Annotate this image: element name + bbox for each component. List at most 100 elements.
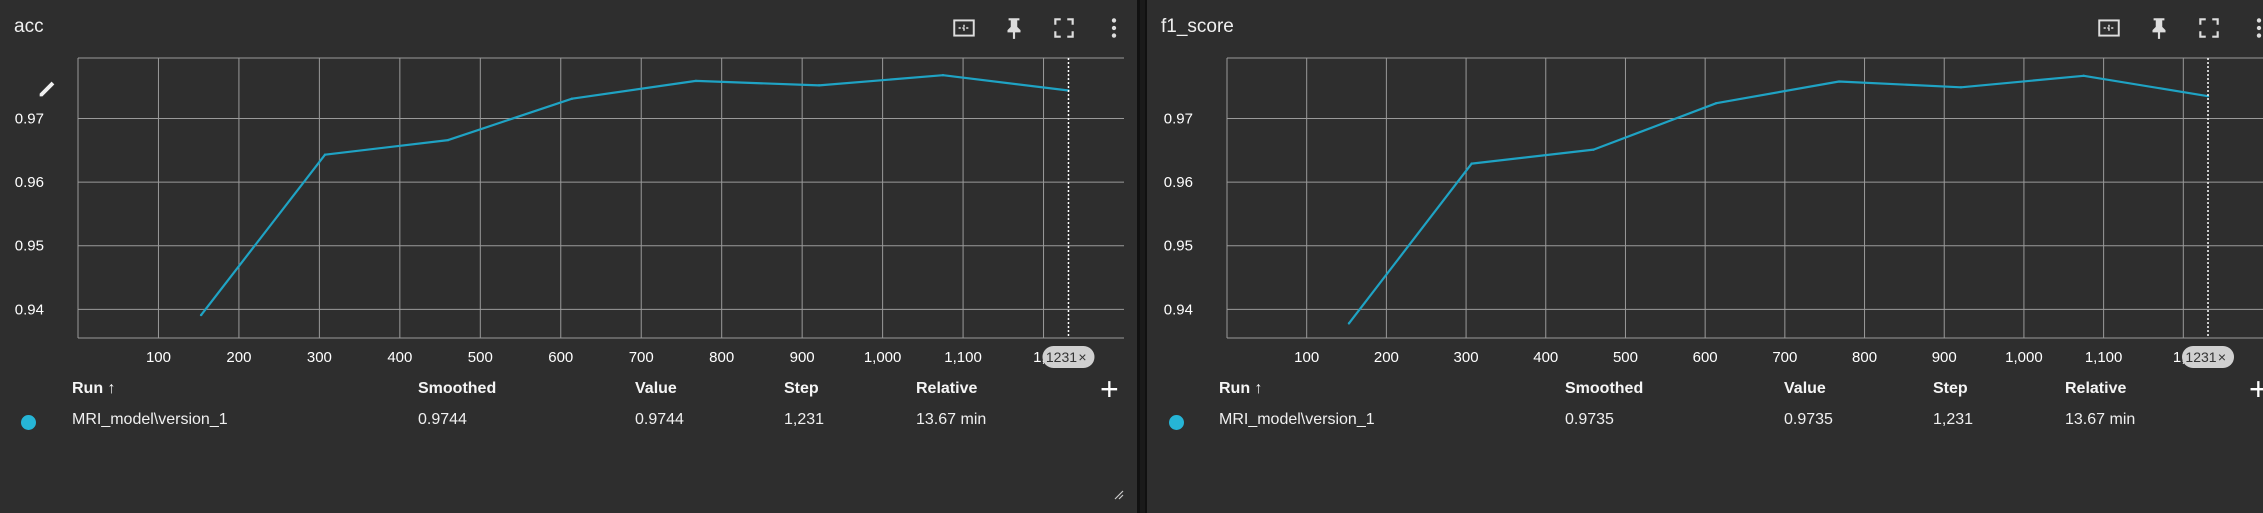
y-tick-label: 0.95 [15,238,44,255]
edit-pencil-icon[interactable] [36,78,58,100]
x-tick-label: 300 [307,349,332,366]
data-point [1592,148,1595,151]
data-point [199,313,203,317]
relative-cell: 13.67 min [916,411,987,428]
y-tick-label: 0.94 [15,301,44,318]
add-column-button[interactable]: + [1100,371,1119,407]
pin-icon [1007,18,1021,39]
card-title: f1_score [1161,16,1234,37]
fullscreen-icon [2199,18,2219,38]
col-header-step[interactable]: Step [1933,380,1968,397]
value-cell: 0.9744 [635,411,684,428]
x-tick-label: 300 [1454,349,1479,366]
fit-domain-icon [2098,19,2120,37]
x-tick-label: 200 [1374,349,1399,366]
scalar-card-acc: acc 0.94 0.95 0.96 0.97 100 200 300 400 500 600 70… [0,0,1140,513]
x-tick-label: 500 [468,349,493,366]
series-line [1348,74,2209,325]
x-tick-label: 1,000 [2005,349,2043,366]
x-tick-label: 1,000 [864,349,902,366]
x-tick-label: 600 [1693,349,1718,366]
x-tick-label: 700 [1772,349,1797,366]
y-tick-label: 0.95 [1164,238,1193,255]
x-tick-label: 800 [1852,349,1877,366]
data-point [817,84,821,87]
data-point [1959,86,1963,89]
y-tick-label: 0.96 [15,174,44,191]
line-chart[interactable]: 0.94 0.95 0.96 0.97 100 200 300 400 500 600 700 800… [0,52,1135,382]
col-header-value[interactable]: Value [1784,380,1826,397]
fullscreen-button[interactable] [1048,12,1080,44]
value-cell: 0.9735 [1784,411,1833,428]
more-options-button[interactable] [1098,12,1130,44]
data-point [1837,80,1841,83]
x-tick-label: 400 [1533,349,1558,366]
x-tick-label: 500 [1613,349,1638,366]
x-tick-label: 1,100 [2085,349,2123,366]
x-tick-label: 900 [790,349,815,366]
x-tick-label: 400 [387,349,412,366]
resize-handle-icon[interactable] [1114,490,1124,500]
scalar-card-f1-score: f1_score 0.94 0.95 0.96 0.97 100 200 300 400 500… [1145,0,2263,513]
smoothed-value: 0.9735 [1565,411,1614,428]
cursor-badge-label: 1231 [2185,349,2216,365]
data-point [570,97,574,100]
x-tick-label: 900 [1932,349,1957,366]
close-icon: × [1078,349,1086,365]
pin-icon [2152,18,2166,39]
series-line [200,74,1069,316]
step-cell: 1,231 [1933,411,1974,428]
fit-domain-button[interactable] [2093,12,2125,44]
smoothed-value: 0.9744 [418,411,467,428]
col-header-relative[interactable]: Relative [916,380,978,397]
pin-button[interactable] [2143,12,2175,44]
cursor-badge-label: 1231 [1046,349,1077,365]
x-tick-label: 700 [629,349,654,366]
y-tick-label: 0.97 [15,110,44,127]
step-cell: 1,231 [784,411,825,428]
run-name: MRI_model\version_1 [1219,411,1375,428]
col-header-smoothed[interactable]: Smoothed [1565,380,1644,397]
fit-domain-icon [953,19,975,37]
more-vert-icon [1111,18,1117,38]
y-tick-label: 0.94 [1164,301,1193,318]
run-name: MRI_model\version_1 [72,411,228,428]
data-point [446,138,450,142]
fullscreen-icon [1054,18,1074,38]
y-tick-label: 0.97 [1164,110,1193,127]
pin-button[interactable] [998,12,1030,44]
relative-cell: 13.67 min [2065,411,2136,428]
x-tick-label: 200 [226,349,251,366]
col-header-run[interactable]: Run ↑ [1219,380,1263,397]
x-tick-label: 100 [146,349,171,366]
x-tick-label: 100 [1294,349,1319,366]
col-header-value[interactable]: Value [635,380,677,397]
line-chart[interactable]: 0.94 0.95 0.96 0.97 100 200 300 400 500 600 700 800… [1147,52,2263,382]
col-header-step[interactable]: Step [784,380,819,397]
more-vert-icon [2256,18,2262,38]
x-tick-label: 1,100 [944,349,982,366]
x-tick-label: 600 [548,349,573,366]
data-point [1470,162,1473,165]
fit-domain-button[interactable] [948,12,980,44]
data-point [1715,101,1718,105]
add-column-button[interactable]: + [2249,371,2263,407]
x-tick-label: 800 [709,349,734,366]
col-header-relative[interactable]: Relative [2065,380,2127,397]
card-title: acc [14,16,44,37]
fullscreen-button[interactable] [2193,12,2225,44]
data-point [941,73,945,77]
card-toolbar [948,12,1130,44]
col-header-smoothed[interactable]: Smoothed [418,380,497,397]
run-color-dot[interactable] [21,415,36,430]
cursor-badge [2182,346,2235,368]
card-toolbar [2093,12,2263,44]
data-point [323,153,327,156]
data-point [2082,74,2085,78]
data-point [694,79,698,83]
col-header-run[interactable]: Run ↑ [72,380,116,397]
cursor-badge [1042,346,1095,368]
run-color-dot[interactable] [1169,415,1184,430]
close-icon: × [2218,349,2226,365]
more-options-button[interactable] [2243,12,2263,44]
